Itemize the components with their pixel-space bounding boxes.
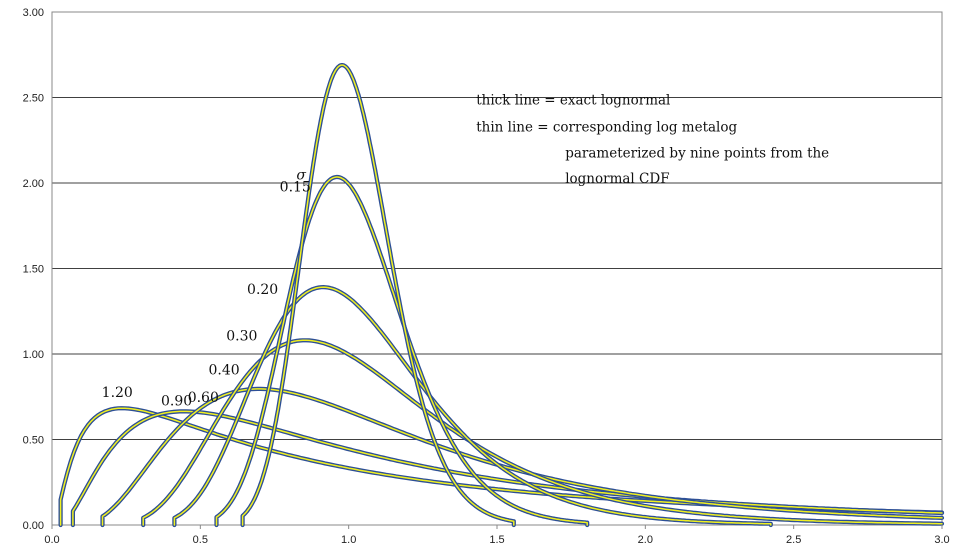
gridlines (52, 11, 942, 526)
metalog-line-sigma-0.40 (142, 339, 943, 526)
x-tick-label: 3.0 (934, 534, 949, 546)
y-axis-ticks: 0.00 0.50 1.00 1.50 2.00 2.50 3.00 (23, 7, 44, 532)
sigma-label-0.15: 0.15 (280, 180, 311, 196)
x-axis-ticks: 0.0 0.5 1.0 1.5 2.0 2.5 3.0 (44, 525, 950, 546)
x-tick-label: 1.5 (489, 534, 504, 546)
x-tick-label: 1.0 (341, 534, 356, 546)
y-tick-label: 2.50 (23, 93, 44, 105)
metalog-line-sigma-0.60 (101, 388, 943, 526)
y-tick-label: 0.50 (23, 435, 44, 447)
x-tick-label: 2.5 (786, 534, 801, 546)
sigma-label-0.90: 0.90 (161, 393, 192, 409)
metalog-line-sigma-0.30 (173, 286, 772, 526)
annotation-line-3: parameterized by nine points from the (565, 145, 829, 161)
sigma-symbol: σ (296, 168, 306, 184)
y-tick-label: 0.00 (23, 520, 44, 532)
x-tick-label: 0.5 (193, 534, 208, 546)
annotation-text: thick line = exact lognormal thin line = … (476, 92, 829, 187)
metalog-line-sigma-0.15 (241, 64, 515, 526)
curves-group (58, 62, 945, 528)
x-tick-label: 2.0 (638, 534, 653, 546)
sigma-label-0.20: 0.20 (247, 282, 278, 298)
sigma-label-0.30: 0.30 (226, 328, 257, 344)
annotation-line-4: lognormal CDF (565, 171, 669, 187)
metalog-line-sigma-0.90 (72, 410, 943, 526)
annotation-line-1: thick line = exact lognormal (476, 92, 670, 108)
x-tick-label: 0.0 (44, 534, 59, 546)
y-tick-label: 1.50 (23, 264, 44, 276)
sigma-label-0.60: 0.60 (188, 390, 219, 406)
y-tick-label: 1.00 (23, 349, 44, 361)
sigma-label-0.40: 0.40 (208, 363, 239, 379)
sigma-labels: σ0.15 0.20 0.30 0.40 0.600.90 1.20 (102, 168, 311, 410)
sigma-label-1.20: 1.20 (102, 385, 133, 401)
y-tick-label: 2.00 (23, 178, 44, 190)
exact-lognormal-line-sigma-0.40 (141, 338, 945, 528)
y-tick-label: 3.00 (23, 7, 44, 19)
annotation-line-2: thin line = corresponding log metalog (476, 120, 737, 136)
